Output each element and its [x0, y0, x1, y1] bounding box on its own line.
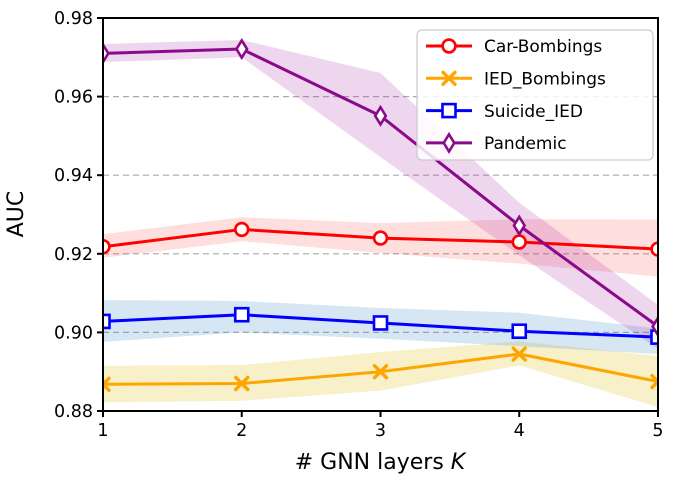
- band-pandemic: [103, 40, 658, 349]
- x-axis-label-text: # GNN layers: [295, 450, 444, 475]
- y-tick-label: 0.90: [54, 323, 93, 343]
- y-tick-label: 0.94: [54, 166, 93, 186]
- legend-label: IED_Bombings: [484, 70, 606, 90]
- x-tick-label: 1: [97, 421, 108, 441]
- markers-ied-bombings: [103, 346, 658, 392]
- x-axis-label: # GNN layers K: [295, 450, 467, 475]
- legend-label: Car-Bombings: [484, 37, 602, 57]
- y-tick-label: 0.88: [54, 402, 93, 422]
- legend-entry-ied-bombings: IED_Bombings: [426, 70, 606, 90]
- legend: Car-Bombings IED_Bombings Suicide_IED Pande…: [416, 29, 654, 161]
- x-tick-label: 5: [652, 421, 663, 441]
- legend-label: Suicide_IED: [484, 102, 583, 122]
- legend-entry-car-bombings: Car-Bombings: [426, 37, 602, 57]
- legend-box: [416, 29, 654, 161]
- y-tick-label: 0.96: [54, 88, 93, 108]
- legend-entry-pandemic: Pandemic: [426, 131, 567, 154]
- band-ied-bombings: [103, 341, 658, 408]
- plot-area: 1 2 3 4 5 0.88 0.90 0.92 0.94 0.96 0.98 Car-Bombing…: [54, 9, 664, 441]
- x-axis-label-variable: K: [451, 450, 467, 475]
- x-tick-label: 2: [236, 421, 247, 441]
- y-axis-label: AUC: [4, 191, 29, 238]
- markers-car-bombings: [103, 221, 658, 257]
- y-tick-label: 0.98: [54, 9, 93, 29]
- axes-ticks: 1 2 3 4 5 0.88 0.90 0.92 0.94 0.96 0.98: [54, 9, 664, 441]
- markers-suicide-ied: [103, 306, 658, 345]
- legend-label: Pandemic: [484, 134, 567, 154]
- series-layer: [103, 37, 658, 408]
- markers-pandemic: [103, 37, 658, 338]
- legend-entry-suicide-ied: Suicide_IED: [426, 102, 583, 122]
- x-tick-label: 3: [375, 421, 386, 441]
- y-tick-label: 0.92: [54, 245, 93, 265]
- x-tick-label: 4: [514, 421, 525, 441]
